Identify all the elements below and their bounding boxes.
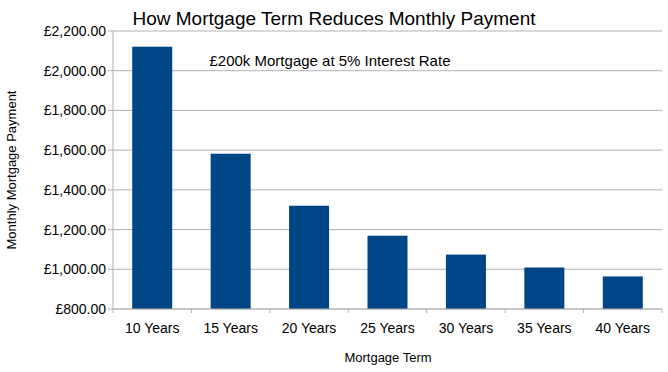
x-tick-mark xyxy=(426,309,427,313)
x-axis xyxy=(113,309,662,310)
x-tick-label: 15 Years xyxy=(203,320,258,336)
x-tick-mark xyxy=(662,309,663,313)
chart: £800.00 £1,000.00 £1,200.00 £1,400.00 £1,600… xyxy=(0,0,668,372)
x-tick-mark xyxy=(269,309,270,313)
tick-mark xyxy=(108,189,113,190)
bar xyxy=(446,255,486,309)
title: How Mortgage Term Reduces Monthly Paymen… xyxy=(132,8,536,29)
x-axis-label: Mortgage Term xyxy=(344,350,431,365)
x-tick-label: 30 Years xyxy=(439,320,494,336)
x-tick-mark xyxy=(113,309,114,313)
tick-mark xyxy=(108,229,113,230)
y-tick-label: £1,800.00 xyxy=(44,102,106,118)
y-tick-label: £2,200.00 xyxy=(44,23,106,39)
subtitle: £200k Mortgage at 5% Interest Rate xyxy=(210,52,451,69)
x-tick-label: 20 Years xyxy=(282,320,337,336)
tick-mark xyxy=(108,269,113,270)
y-tick-label: £2,000.00 xyxy=(44,63,106,79)
bar xyxy=(132,47,172,309)
x-tick-label: 40 Years xyxy=(596,320,651,336)
grid-line xyxy=(113,110,662,111)
x-tick-label: 10 Years xyxy=(125,320,180,336)
bars xyxy=(132,47,643,309)
tick-mark xyxy=(108,110,113,111)
grid-line xyxy=(113,189,662,190)
x-tick-mark xyxy=(505,309,506,313)
tick-mark xyxy=(108,31,113,32)
bar xyxy=(524,267,564,309)
y-tick-label: £1,400.00 xyxy=(44,182,106,198)
tick-mark xyxy=(108,70,113,71)
tick-mark xyxy=(108,309,113,310)
y-tick-label: £1,200.00 xyxy=(44,222,106,238)
y-axis xyxy=(113,31,114,309)
grid-line xyxy=(113,309,662,310)
bar xyxy=(289,206,329,309)
bar xyxy=(603,276,643,309)
tick-mark xyxy=(108,150,113,151)
y-tick-label: £1,600.00 xyxy=(44,142,106,158)
x-tick-mark xyxy=(191,309,192,313)
x-tick-mark xyxy=(348,309,349,313)
grid-line xyxy=(113,31,662,32)
y-tick-label: £800.00 xyxy=(55,301,106,317)
bar xyxy=(368,236,408,309)
y-axis-label: Monthly Mortgage Payment xyxy=(4,90,19,249)
x-tick-label: 25 Years xyxy=(360,320,415,336)
grid-line xyxy=(113,229,662,230)
x-tick-mark xyxy=(583,309,584,313)
bar xyxy=(211,154,251,309)
x-tick-label: 35 Years xyxy=(517,320,572,336)
grid-line xyxy=(113,150,662,151)
grid-line xyxy=(113,70,662,71)
y-tick-label: £1,000.00 xyxy=(44,261,106,277)
